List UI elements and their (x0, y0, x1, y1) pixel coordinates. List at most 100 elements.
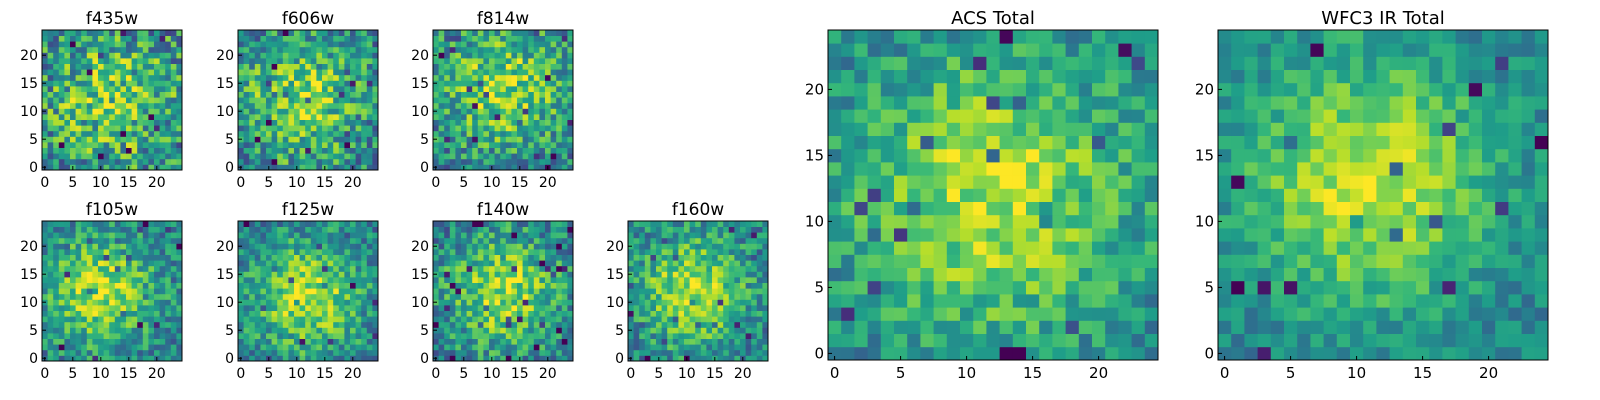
heatmap-cell (505, 333, 512, 339)
heatmap-cell (299, 158, 306, 165)
heatmap-cell (47, 321, 54, 328)
heatmap-cell (75, 260, 82, 267)
heatmap-cell (81, 153, 88, 160)
heatmap-cell (47, 125, 54, 132)
heatmap-cell (455, 114, 462, 120)
heatmap-cell (316, 226, 323, 233)
heatmap-cell (165, 232, 172, 239)
heatmap-cell (494, 282, 501, 289)
heatmap-cell (344, 344, 351, 351)
heatmap-cell (366, 310, 373, 317)
heatmap-cell (494, 125, 501, 132)
heatmap-cell (338, 316, 345, 323)
heatmap-cell (706, 338, 713, 345)
heatmap-cell (511, 80, 518, 87)
heatmap-cell (723, 316, 730, 323)
heatmap-cell (277, 355, 284, 362)
heatmap-cell (438, 158, 445, 165)
heatmap-cell (148, 130, 155, 137)
heatmap-cell (494, 254, 501, 261)
heatmap-cell (282, 355, 289, 362)
heatmap-cell (70, 338, 76, 345)
heatmap-cell (271, 158, 278, 165)
heatmap-cell (243, 271, 250, 278)
heatmap-cell (299, 310, 306, 317)
heatmap-cell (933, 346, 948, 361)
heatmap-cell (238, 142, 244, 148)
heatmap-cell (461, 30, 467, 36)
heatmap-cell (288, 299, 295, 306)
heatmap-cell (695, 254, 702, 261)
heatmap-cell (249, 69, 256, 76)
heatmap-cell (126, 114, 132, 120)
heatmap-cell (254, 321, 261, 328)
heatmap-cell (656, 277, 662, 283)
heatmap-cell (81, 271, 88, 278)
y-tick-label: 10 (216, 295, 234, 311)
heatmap-cell (86, 271, 93, 278)
heatmap-cell (528, 338, 535, 345)
heatmap-cell (305, 338, 312, 345)
heatmap-cell (142, 344, 149, 351)
heatmap-cell (350, 130, 356, 137)
heatmap-cell (528, 108, 535, 115)
heatmap-cell (176, 310, 183, 317)
heatmap-cell (505, 130, 512, 137)
heatmap-cell (310, 277, 317, 283)
heatmap-cell (333, 125, 340, 132)
heatmap-cell (271, 232, 278, 239)
heatmap-cell (114, 46, 121, 53)
heatmap-cell (75, 158, 82, 165)
heatmap-cell (70, 349, 76, 356)
heatmap-cell (109, 114, 116, 120)
heatmap-cell (154, 282, 160, 289)
heatmap-cell (344, 30, 351, 36)
heatmap-cell (946, 307, 961, 321)
heatmap-cell (361, 226, 368, 233)
heatmap-cell (438, 260, 445, 267)
heatmap-cell (717, 260, 724, 267)
heatmap-cell (1118, 294, 1132, 308)
heatmap-cell (294, 282, 300, 289)
heatmap-cell (644, 265, 651, 272)
heatmap-cell (170, 114, 177, 120)
heatmap-cell (672, 316, 679, 323)
heatmap-cell (316, 136, 323, 143)
heatmap-cell (472, 74, 479, 81)
heatmap-cell (294, 321, 300, 328)
heatmap-cell (98, 333, 104, 339)
heatmap-cell (841, 135, 855, 150)
heatmap-cell (142, 226, 149, 233)
heatmap-cell (254, 299, 261, 306)
heatmap-cell (299, 237, 306, 244)
heatmap-cell (350, 102, 356, 109)
heatmap-cell (98, 97, 104, 104)
heatmap-cell (762, 243, 769, 250)
heatmap-cell (500, 130, 507, 137)
heatmap-cell (277, 254, 284, 261)
y-tick-label: 0 (420, 351, 429, 367)
heatmap-cell (282, 158, 289, 165)
heatmap-cell (472, 108, 479, 115)
heatmap-cell (854, 188, 868, 202)
heatmap-cell (126, 299, 132, 306)
heatmap-cell (372, 327, 379, 334)
heatmap-cell (1039, 280, 1053, 295)
heatmap-cell (433, 288, 439, 295)
heatmap-cell (266, 136, 272, 143)
heatmap-cell (137, 327, 144, 334)
heatmap-cell (650, 265, 657, 272)
heatmap-cell (689, 288, 696, 295)
heatmap-cell (667, 321, 674, 328)
heatmap-cell (114, 299, 121, 306)
heatmap-cell (751, 243, 758, 250)
heatmap-cell (494, 147, 501, 154)
heatmap-cell (344, 355, 351, 362)
heatmap-cell (828, 148, 842, 163)
heatmap-cell (517, 58, 523, 64)
heatmap-cell (986, 333, 1000, 348)
heatmap-cell (472, 52, 479, 59)
heatmap-cell (1131, 307, 1146, 321)
heatmap-cell (854, 175, 868, 189)
heatmap-cell (154, 63, 160, 70)
